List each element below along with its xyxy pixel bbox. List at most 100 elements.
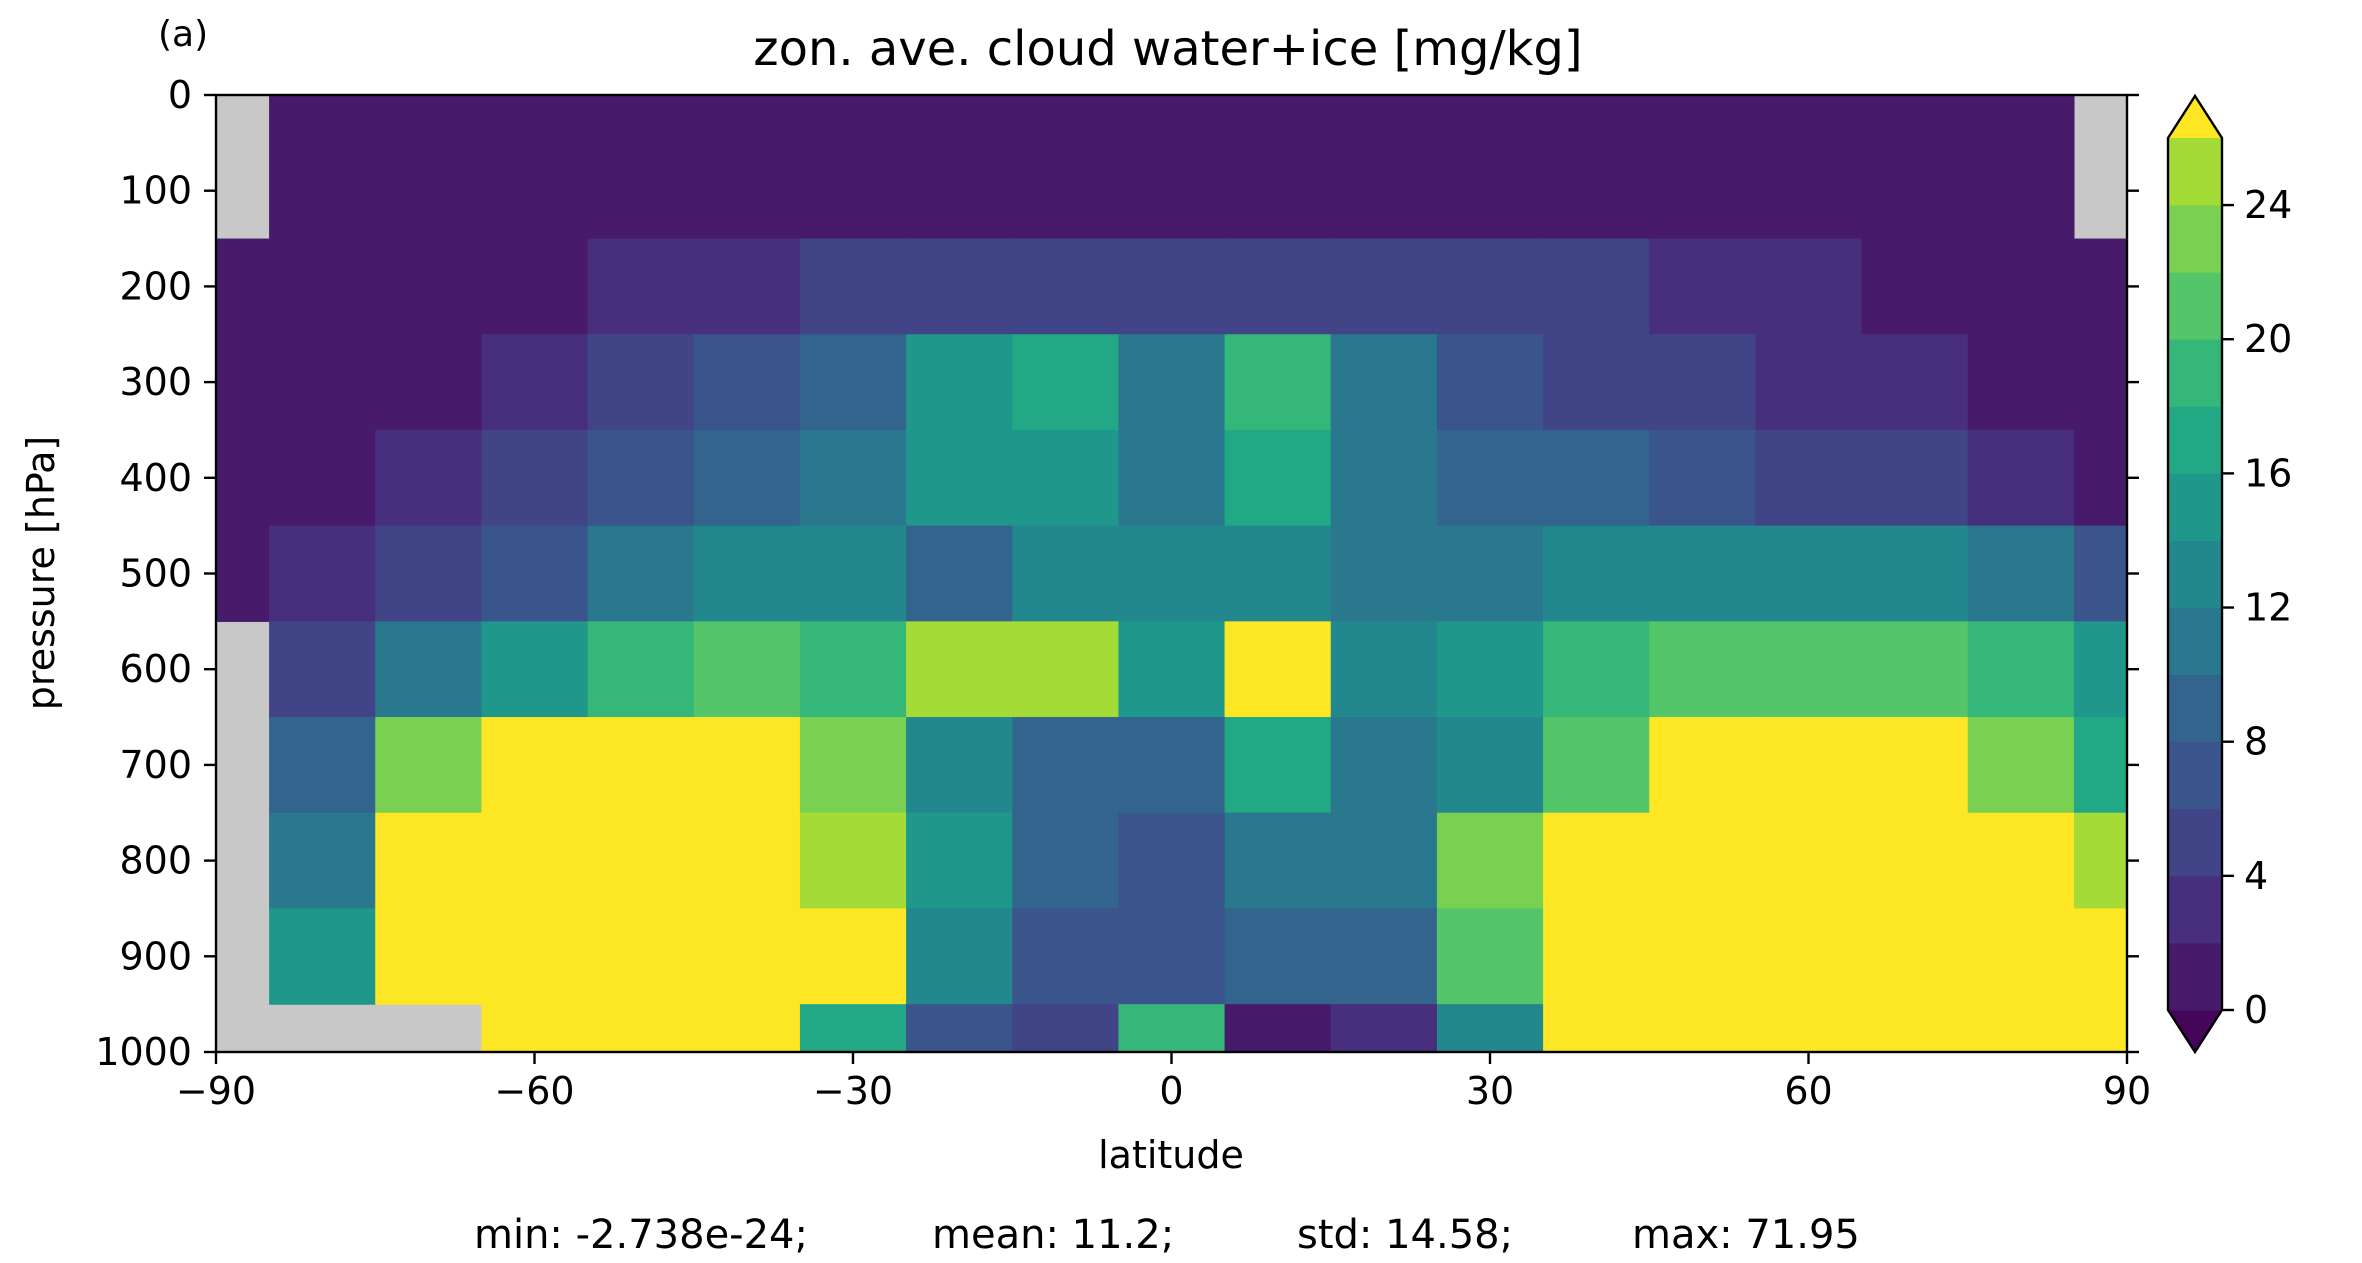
- colorbar-segment: [2168, 406, 2222, 474]
- colorbar: 0 4 8 12 16 20 24: [2166, 93, 2292, 1055]
- colorbar-segment: [2168, 339, 2222, 407]
- grid-cell: [1967, 812, 2075, 910]
- grid-cell: [1224, 525, 1332, 622]
- y-tick-label: 500: [119, 552, 192, 596]
- stat-mean: mean: 11.2;: [932, 1212, 1175, 1258]
- grid-cell: [1967, 166, 2075, 240]
- grid-cell: [375, 717, 483, 814]
- x-tick-label: 90: [2103, 1069, 2151, 1113]
- grid-cell: [1224, 238, 1332, 335]
- grid-cell: [2073, 238, 2127, 335]
- contour-fill-layer: [216, 95, 2127, 1052]
- grid-cell: [1436, 95, 1544, 168]
- grid-cell: [1224, 717, 1332, 814]
- grid-cell: [693, 717, 801, 814]
- grid-cell: [1649, 238, 1757, 335]
- x-tick-label: −90: [176, 1069, 256, 1113]
- grid-cell: [906, 334, 1013, 431]
- grid-cell: [1330, 166, 1438, 240]
- grid-cell: [216, 525, 270, 622]
- grid-cell: [1967, 621, 2075, 718]
- grid-cell: [1755, 429, 1863, 527]
- grid-cell: [1861, 525, 1969, 622]
- grid-cell: [1012, 334, 1120, 431]
- grid-cell: [1649, 717, 1757, 814]
- grid-cell: [1330, 334, 1438, 431]
- y-tick-label: 700: [119, 743, 192, 787]
- grid-cell: [1436, 1004, 1544, 1052]
- y-axis: 0 100 200 300 400 500 600 700 800 900 1000: [95, 73, 2139, 1074]
- grid-cell: [1755, 717, 1863, 814]
- x-tick-label: 30: [1466, 1069, 1514, 1113]
- grid-cell: [799, 238, 907, 335]
- grid-cell: [693, 812, 801, 910]
- y-tick-label: 100: [119, 169, 192, 213]
- grid-cell: [1543, 334, 1650, 431]
- grid-cell: [693, 1004, 801, 1052]
- grid-cell: [1224, 334, 1332, 431]
- grid-cell: [1967, 95, 2075, 168]
- grid-cell: [481, 334, 589, 431]
- grid-cell: [375, 238, 483, 335]
- colorbar-segment: [2168, 674, 2222, 743]
- panel-label: (a): [158, 14, 208, 55]
- grid-cell: [1967, 238, 2075, 335]
- colorbar-tick-label: 0: [2244, 988, 2268, 1032]
- grid-cell: [1649, 334, 1757, 431]
- grid-cell: [1224, 812, 1332, 910]
- grid-cell: [1118, 429, 1226, 527]
- grid-cell: [1436, 334, 1544, 431]
- grid-cell: [906, 429, 1013, 527]
- grid-cell: [1543, 908, 1650, 1005]
- grid-cell: [1118, 166, 1226, 240]
- grid-cell: [1012, 812, 1120, 910]
- grid-cell: [1543, 238, 1650, 335]
- colorbar-segment: [2168, 205, 2222, 273]
- grid-cell: [1224, 908, 1332, 1005]
- grid-cell: [1012, 717, 1120, 814]
- colorbar-tick-label: 16: [2244, 451, 2292, 495]
- grid-cell: [799, 525, 907, 622]
- grid-cell: [587, 95, 695, 168]
- grid-cell: [1861, 717, 1969, 814]
- x-tick-label: 60: [1784, 1069, 1832, 1113]
- grid-cell: [216, 238, 270, 335]
- grid-cell: [1330, 621, 1438, 718]
- grid-cell: [1967, 717, 2075, 814]
- grid-cell: [1118, 95, 1226, 168]
- grid-cell: [1967, 334, 2075, 431]
- grid-cell: [799, 1004, 907, 1052]
- grid-cell: [1436, 908, 1544, 1005]
- grid-cell: [587, 525, 695, 622]
- y-tick-label: 400: [119, 456, 192, 500]
- grid-cell: [587, 717, 695, 814]
- grid-cell: [1118, 717, 1226, 814]
- grid-cell: [1543, 717, 1650, 814]
- chart-title: zon. ave. cloud water+ice [mg/kg]: [753, 21, 1582, 77]
- grid-cell: [1967, 1004, 2075, 1052]
- grid-cell: [1755, 334, 1863, 431]
- grid-cell: [693, 908, 801, 1005]
- grid-cell: [1330, 429, 1438, 527]
- grid-cell: [1755, 95, 1863, 168]
- grid-cell: [1330, 908, 1438, 1005]
- grid-cell: [1543, 812, 1650, 910]
- grid-cell: [1118, 812, 1226, 910]
- grid-cell: [1649, 1004, 1757, 1052]
- grid-cell: [1330, 95, 1438, 168]
- grid-cell: [216, 334, 270, 431]
- grid-cell: [906, 908, 1013, 1005]
- grid-cell: [269, 717, 376, 814]
- grid-cell: [216, 429, 270, 527]
- grid-cell: [481, 812, 589, 910]
- grid-cell: [1649, 429, 1757, 527]
- grid-cell: [1543, 95, 1650, 168]
- x-axis-label: latitude: [1098, 1133, 1244, 1177]
- grid-cell: [269, 429, 376, 527]
- grid-cell: [1436, 429, 1544, 527]
- grid-cell: [1649, 812, 1757, 910]
- stat-std: std: 14.58;: [1297, 1212, 1514, 1258]
- grid-cell: [1436, 238, 1544, 335]
- grid-cell: [1012, 908, 1120, 1005]
- grid-cell: [1436, 525, 1544, 622]
